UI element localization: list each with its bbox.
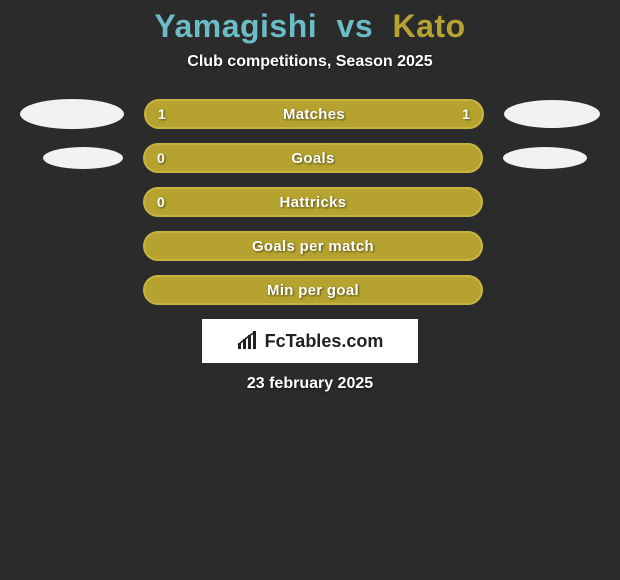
- stat-label: Goals per match: [252, 238, 374, 255]
- stat-row-matches: 1 Matches 1: [0, 99, 620, 129]
- vs-text: vs: [327, 8, 384, 44]
- chart-icon: [237, 331, 259, 351]
- stat-bar: Min per goal: [143, 275, 483, 305]
- player1-name: Yamagishi: [154, 8, 317, 44]
- stat-label: Min per goal: [267, 282, 359, 299]
- stat-value-left: 0: [157, 194, 165, 210]
- player1-oval: [43, 147, 123, 169]
- logo-text: FcTables.com: [265, 331, 384, 352]
- stat-value-right: 1: [462, 106, 470, 122]
- stat-bar: Goals per match: [143, 231, 483, 261]
- comparison-card: Yamagishi vs Kato Club competitions, Sea…: [0, 0, 620, 393]
- stat-label: Matches: [283, 106, 345, 123]
- stat-label: Goals: [291, 150, 334, 167]
- stat-bar: 0 Hattricks: [143, 187, 483, 217]
- date-text: 23 february 2025: [0, 375, 620, 393]
- stat-bar: 1 Matches 1: [144, 99, 484, 129]
- stat-label: Hattricks: [280, 194, 347, 211]
- player1-oval: [20, 99, 124, 129]
- subtitle: Club competitions, Season 2025: [0, 53, 620, 71]
- player2-name: Kato: [393, 8, 466, 44]
- player2-oval: [503, 147, 587, 169]
- stat-row-goals: 0 Goals: [0, 143, 620, 173]
- stat-row-mpg: Min per goal: [0, 275, 620, 305]
- stat-row-hattricks: 0 Hattricks: [0, 187, 620, 217]
- stat-row-gpm: Goals per match: [0, 231, 620, 261]
- player2-oval: [504, 100, 600, 128]
- page-title: Yamagishi vs Kato: [0, 8, 620, 45]
- stat-value-left: 0: [157, 150, 165, 166]
- stat-bar: 0 Goals: [143, 143, 483, 173]
- logo-box: FcTables.com: [202, 319, 418, 363]
- stat-value-left: 1: [158, 106, 166, 122]
